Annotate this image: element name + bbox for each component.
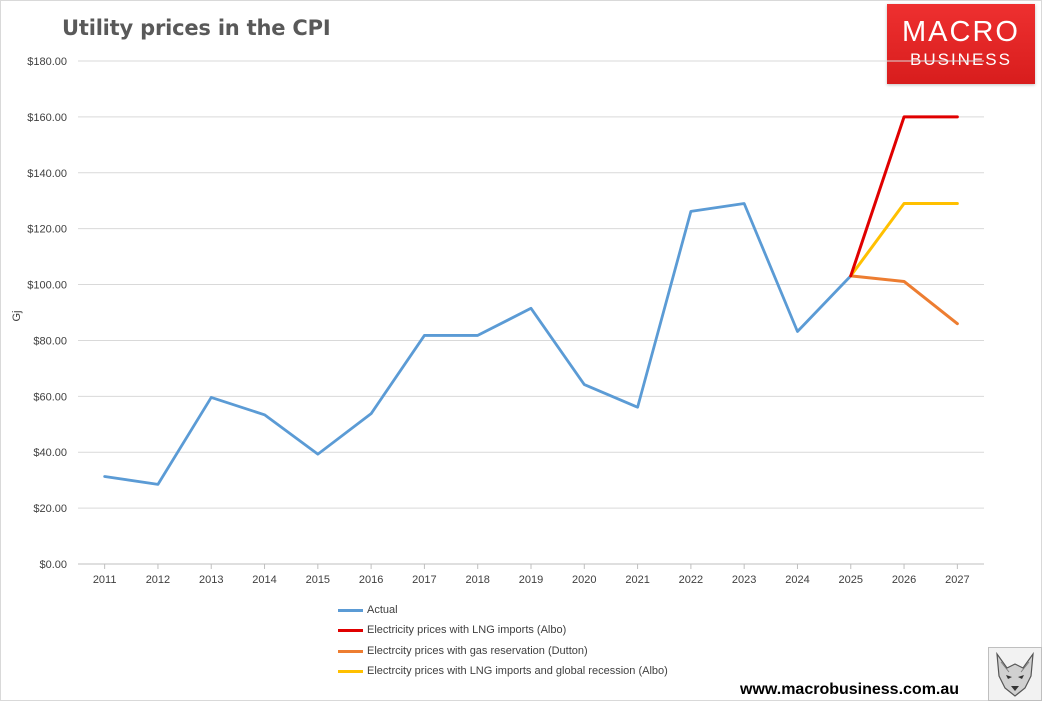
x-tick-label: 2017: [412, 574, 436, 586]
x-tick-label: 2011: [93, 574, 117, 586]
y-tick-label: $80.00: [33, 335, 67, 347]
y-tick-label: $40.00: [33, 447, 67, 459]
legend-label: Electrcity prices with gas reservation (…: [367, 641, 588, 661]
x-tick-label: 2027: [945, 574, 969, 586]
x-tick-label: 2015: [306, 574, 330, 586]
x-tick-label: 2012: [146, 574, 170, 586]
x-tick-label: 2018: [465, 574, 489, 586]
y-tick-label: $60.00: [33, 391, 67, 403]
x-tick-label: 2019: [519, 574, 543, 586]
y-tick-label: $100.00: [27, 280, 67, 292]
legend-swatch: [338, 629, 363, 632]
series-line-4: [851, 204, 958, 276]
x-tick-label: 2014: [252, 574, 276, 586]
x-tick-label: 2020: [572, 574, 596, 586]
y-axis-label: Gj: [11, 311, 23, 322]
legend-label: Electrcity prices with LNG imports and g…: [367, 661, 668, 681]
x-tick-label: 2025: [839, 574, 863, 586]
y-tick-label: $140.00: [27, 168, 67, 180]
series-line-1: [105, 204, 851, 485]
y-tick-label: $120.00: [27, 224, 67, 236]
y-tick-label: $0.00: [39, 559, 67, 571]
legend-label: Actual: [367, 600, 398, 620]
y-tick-label: $160.00: [27, 112, 67, 124]
x-tick-label: 2013: [199, 574, 223, 586]
y-tick-label: $180.00: [27, 56, 67, 68]
legend-label: Electricity prices with LNG imports (Alb…: [367, 620, 566, 640]
x-tick-label: 2024: [785, 574, 809, 586]
x-tick-label: 2022: [679, 574, 703, 586]
wolf-icon: [988, 647, 1042, 701]
x-tick-label: 2016: [359, 574, 383, 586]
gridlines: [78, 61, 984, 564]
y-axis-ticks: $0.00 $20.00 $40.00 $60.00 $80.00 $100.00 $120…: [27, 56, 67, 571]
x-axis-ticks: 2011 2012 2013 2014 2015 2016 2017 2018 2019 2020…: [93, 564, 970, 586]
series-line-3: [851, 276, 958, 324]
website-url[interactable]: www.macrobusiness.com.au: [740, 681, 959, 699]
y-tick-label: $20.00: [33, 503, 67, 515]
legend-swatch: [338, 650, 363, 653]
x-tick-label: 2021: [625, 574, 649, 586]
legend-swatch: [338, 670, 363, 673]
legend-swatch: [338, 609, 363, 612]
x-tick-label: 2023: [732, 574, 756, 586]
series-lines: [105, 117, 958, 484]
x-tick-label: 2026: [892, 574, 916, 586]
